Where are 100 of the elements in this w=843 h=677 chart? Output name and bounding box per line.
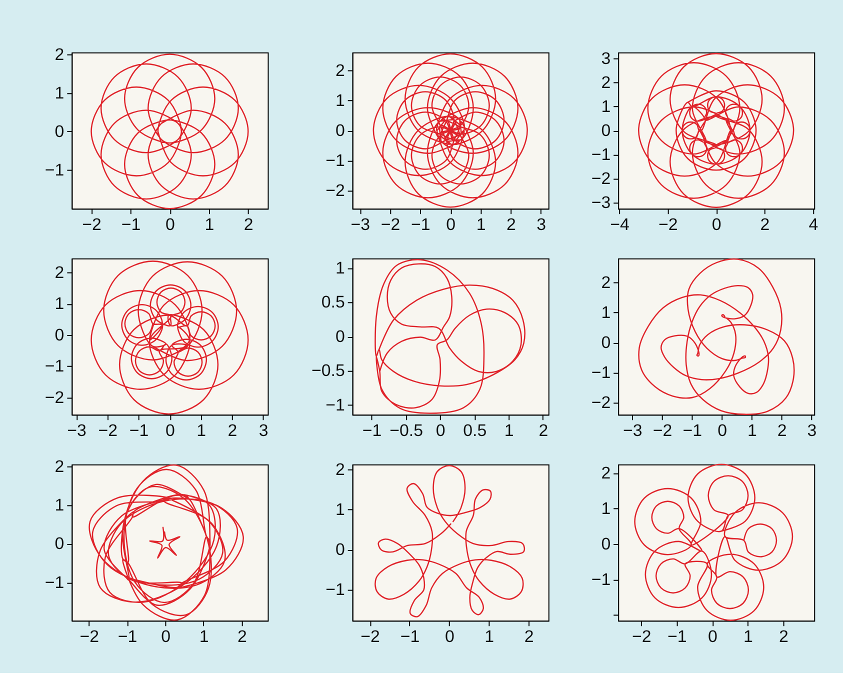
y-tick-label: 1 bbox=[601, 96, 611, 116]
x-tick-label: −2 bbox=[632, 627, 652, 646]
x-tick-label: −1 bbox=[129, 421, 149, 440]
x-tick-label: 2 bbox=[760, 215, 770, 234]
y-tick-label: 2 bbox=[54, 44, 64, 64]
y-tick-label: −1 bbox=[44, 356, 64, 376]
x-tick-label: −2 bbox=[80, 627, 99, 646]
x-tick-label: 2 bbox=[244, 215, 254, 234]
x-tick-label: 0 bbox=[712, 215, 722, 234]
line-series bbox=[88, 464, 244, 621]
y-tick-label: −1 bbox=[44, 572, 64, 592]
line-series bbox=[374, 464, 525, 618]
y-tick-label: −1 bbox=[44, 160, 64, 180]
x-tick-label: 2 bbox=[777, 421, 787, 440]
x-tick-label: −0.5 bbox=[390, 421, 423, 440]
y-tick-label: 2 bbox=[335, 460, 345, 480]
y-tick-label: −1 bbox=[326, 151, 345, 170]
x-tick-label: 0 bbox=[444, 627, 454, 646]
y-tick-label: −2 bbox=[326, 181, 345, 200]
line-series bbox=[374, 259, 526, 414]
y-tick-label: 1 bbox=[54, 83, 64, 102]
line-series bbox=[148, 526, 180, 559]
y-tick-label: 2 bbox=[54, 262, 64, 282]
y-tick-label: 1 bbox=[335, 258, 345, 278]
x-tick-label: 0 bbox=[165, 421, 175, 440]
x-tick-label: −2 bbox=[360, 627, 380, 646]
y-tick-label: 3 bbox=[601, 48, 611, 68]
y-tick-label: 0 bbox=[54, 534, 64, 554]
x-tick-label: 0.5 bbox=[463, 421, 487, 440]
x-tick-label: −1 bbox=[411, 215, 430, 234]
x-tick-label: −1 bbox=[668, 627, 687, 646]
x-tick-label: −1 bbox=[121, 215, 141, 234]
x-tick-label: 4 bbox=[808, 215, 818, 234]
x-tick-label: 0 bbox=[708, 627, 718, 646]
y-tick-label: 1 bbox=[601, 498, 611, 518]
y-tick-label: 1 bbox=[335, 90, 345, 110]
x-tick-label: 1 bbox=[747, 421, 757, 440]
y-tick-label: 2 bbox=[601, 72, 611, 92]
y-tick-label: −1 bbox=[326, 580, 345, 599]
x-tick-label: 1 bbox=[484, 627, 494, 646]
x-tick-label: 0 bbox=[161, 627, 170, 646]
x-tick-label: −1 bbox=[118, 627, 138, 646]
y-tick-label: 1 bbox=[335, 500, 345, 520]
y-tick-label: −2 bbox=[44, 388, 64, 407]
y-tick-label: 2 bbox=[601, 273, 611, 292]
x-tick-label: −2 bbox=[82, 215, 102, 234]
x-tick-label: 2 bbox=[779, 627, 788, 646]
y-tick-label: 0 bbox=[335, 120, 345, 140]
x-tick-label: 1 bbox=[476, 215, 486, 234]
y-tick-label: 0 bbox=[335, 326, 345, 346]
x-tick-label: 1 bbox=[204, 215, 214, 234]
x-tick-label: −3 bbox=[622, 421, 642, 440]
x-tick-label: 0 bbox=[718, 421, 727, 440]
x-tick-label: 2 bbox=[228, 421, 238, 440]
y-tick-label: 0 bbox=[601, 534, 611, 554]
line-series bbox=[638, 52, 794, 208]
y-tick-label: −2 bbox=[591, 169, 611, 188]
y-tick-label: −1 bbox=[591, 144, 611, 164]
x-tick-label: −2 bbox=[380, 215, 400, 234]
x-tick-label: 1 bbox=[199, 627, 209, 646]
y-tick-label: 0.5 bbox=[321, 292, 345, 312]
y-tick-label: 0 bbox=[601, 332, 611, 352]
x-tick-label: −4 bbox=[610, 215, 630, 234]
line-series bbox=[90, 54, 249, 210]
line-series bbox=[90, 260, 249, 415]
x-tick-label: 3 bbox=[536, 215, 546, 234]
y-tick-label: 0 bbox=[54, 325, 64, 344]
x-tick-label: −3 bbox=[67, 421, 86, 440]
x-tick-label: −3 bbox=[350, 215, 370, 234]
y-tick-label: 0 bbox=[335, 540, 345, 559]
y-tick-label: 2 bbox=[54, 456, 64, 476]
x-tick-label: 2 bbox=[524, 627, 534, 646]
y-tick-label: 1 bbox=[54, 495, 64, 514]
y-tick-label: −1 bbox=[591, 362, 611, 382]
x-tick-label: −2 bbox=[658, 215, 678, 234]
y-tick-label: 2 bbox=[601, 463, 611, 482]
x-tick-label: 0 bbox=[165, 215, 175, 234]
x-tick-label: −1 bbox=[362, 421, 382, 440]
y-tick-label: −3 bbox=[591, 193, 611, 212]
y-tick-label: −1 bbox=[591, 570, 611, 589]
x-tick-label: −2 bbox=[652, 421, 672, 440]
line-series bbox=[638, 258, 794, 415]
x-tick-label: 1 bbox=[196, 421, 206, 440]
x-tick-label: 2 bbox=[506, 215, 516, 234]
y-tick-label: −2 bbox=[591, 392, 611, 412]
x-tick-label: −1 bbox=[682, 421, 702, 440]
x-tick-label: 2 bbox=[538, 421, 548, 440]
x-tick-label: 2 bbox=[238, 627, 247, 646]
y-tick-label: −1 bbox=[326, 396, 345, 415]
line-series bbox=[634, 464, 794, 621]
y-tick-label: 2 bbox=[335, 60, 345, 80]
y-tick-label: −0.5 bbox=[311, 361, 345, 380]
x-tick-label: 0 bbox=[436, 421, 446, 440]
line-series bbox=[372, 53, 528, 208]
x-tick-label: 0 bbox=[446, 215, 456, 234]
y-tick-label: 0 bbox=[54, 122, 64, 141]
x-tick-label: −1 bbox=[400, 627, 420, 646]
x-tick-label: −2 bbox=[98, 421, 118, 440]
y-tick-label: 0 bbox=[601, 120, 611, 140]
x-tick-label: 3 bbox=[807, 421, 817, 440]
